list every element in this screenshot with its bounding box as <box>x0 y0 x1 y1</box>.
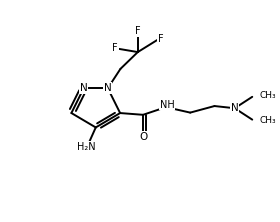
Text: N: N <box>80 83 88 93</box>
Text: NH: NH <box>160 99 175 109</box>
Text: N: N <box>231 103 239 113</box>
Text: F: F <box>135 26 141 36</box>
Text: F: F <box>158 34 163 44</box>
Text: H₂N: H₂N <box>76 142 95 152</box>
Text: N: N <box>104 83 112 93</box>
Text: CH₃: CH₃ <box>260 91 276 100</box>
Text: CH₃: CH₃ <box>260 116 276 125</box>
Text: F: F <box>112 43 118 53</box>
Text: O: O <box>139 132 147 142</box>
